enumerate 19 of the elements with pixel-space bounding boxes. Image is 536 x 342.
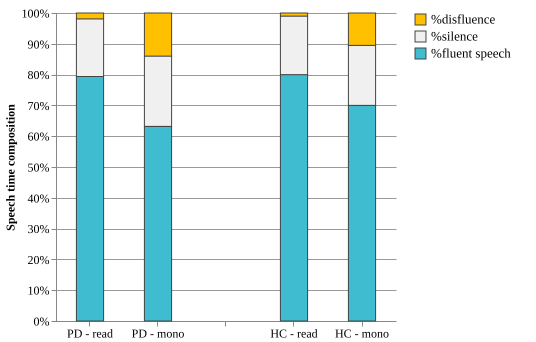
x-tick-label: HC - mono — [335, 326, 389, 340]
y-axis-title: Speech time composition — [4, 104, 18, 231]
y-tick-label: 30% — [28, 222, 50, 236]
y-tick-label: 80% — [28, 68, 50, 82]
y-tick-label: 100% — [22, 6, 50, 20]
y-tick-label: 40% — [28, 191, 50, 206]
x-tick-label: PD - mono — [132, 326, 184, 340]
y-tick-label: 70% — [28, 98, 50, 113]
y-tick-label: 60% — [28, 130, 50, 144]
legend-label: %silence — [431, 28, 478, 44]
y-tick-label: 10% — [28, 284, 50, 298]
legend-label: %disfluence — [431, 12, 496, 26]
y-tick-label: 90% — [28, 37, 50, 52]
y-tick-label: 20% — [28, 252, 50, 267]
y-tick-label: 50% — [28, 160, 50, 174]
y-tick-label: 0% — [34, 314, 50, 328]
x-tick-label: PD - read — [67, 326, 113, 340]
x-tick-label: HC - read — [270, 326, 318, 340]
legend-label: %fluent speech — [431, 46, 512, 60]
